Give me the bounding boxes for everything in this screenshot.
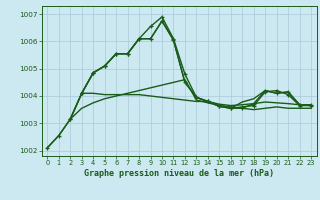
X-axis label: Graphe pression niveau de la mer (hPa): Graphe pression niveau de la mer (hPa) [84, 169, 274, 178]
